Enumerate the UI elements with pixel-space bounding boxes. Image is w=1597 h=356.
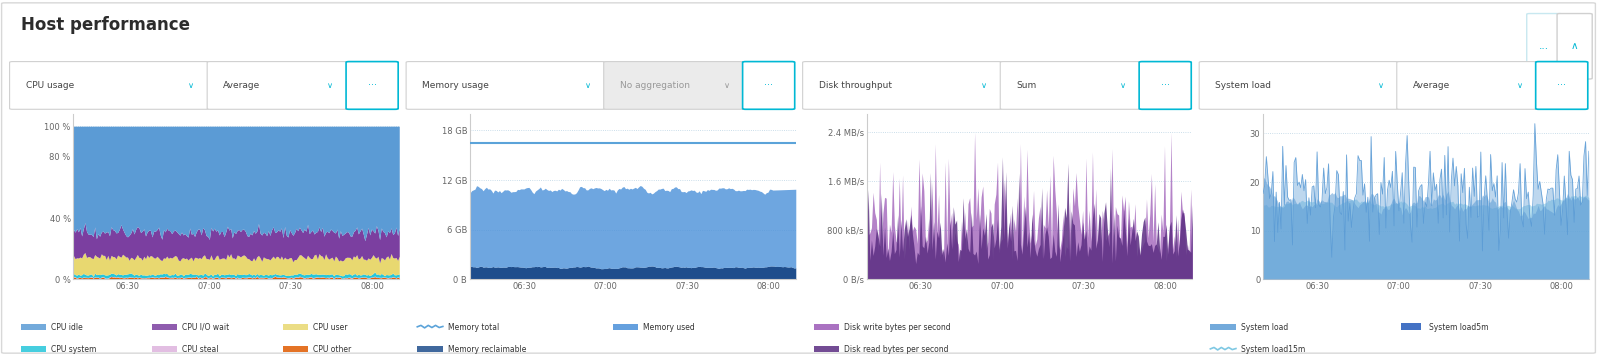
Text: ···: ··· — [1161, 80, 1169, 90]
Text: CPU usage: CPU usage — [26, 81, 73, 90]
Text: CPU other: CPU other — [313, 345, 351, 354]
Text: ∨: ∨ — [585, 81, 591, 90]
Text: System load5m: System load5m — [1429, 323, 1488, 332]
Text: ∧: ∧ — [1571, 41, 1578, 51]
Text: ∨: ∨ — [981, 81, 987, 90]
Text: Disk throughput: Disk throughput — [819, 81, 891, 90]
Text: Average: Average — [1413, 81, 1450, 90]
Text: Disk write bytes per second: Disk write bytes per second — [845, 323, 950, 332]
Text: System load: System load — [1215, 81, 1271, 90]
Text: CPU idle: CPU idle — [51, 323, 83, 332]
Text: ∨: ∨ — [188, 81, 195, 90]
Text: System load: System load — [1241, 323, 1287, 332]
Text: CPU I/O wait: CPU I/O wait — [182, 323, 230, 332]
Text: ∨: ∨ — [1378, 81, 1385, 90]
Text: CPU user: CPU user — [313, 323, 348, 332]
Text: Memory used: Memory used — [644, 323, 695, 332]
Text: ∨: ∨ — [723, 81, 730, 90]
Text: Average: Average — [224, 81, 260, 90]
Text: ···: ··· — [1557, 80, 1567, 90]
Text: ...: ... — [1540, 41, 1549, 51]
Text: Host performance: Host performance — [21, 16, 190, 34]
Text: ∨: ∨ — [327, 81, 334, 90]
Text: Memory total: Memory total — [447, 323, 498, 332]
Text: No aggregation: No aggregation — [620, 81, 690, 90]
Text: Sum: Sum — [1016, 81, 1036, 90]
Text: Memory reclaimable: Memory reclaimable — [447, 345, 525, 354]
Text: CPU steal: CPU steal — [182, 345, 219, 354]
Text: ∨: ∨ — [1517, 81, 1524, 90]
Text: Memory usage: Memory usage — [422, 81, 489, 90]
Text: ···: ··· — [367, 80, 377, 90]
Text: Disk read bytes per second: Disk read bytes per second — [845, 345, 949, 354]
Text: ···: ··· — [763, 80, 773, 90]
Text: CPU system: CPU system — [51, 345, 96, 354]
Text: System load15m: System load15m — [1241, 345, 1305, 354]
Text: ∨: ∨ — [1119, 81, 1126, 90]
